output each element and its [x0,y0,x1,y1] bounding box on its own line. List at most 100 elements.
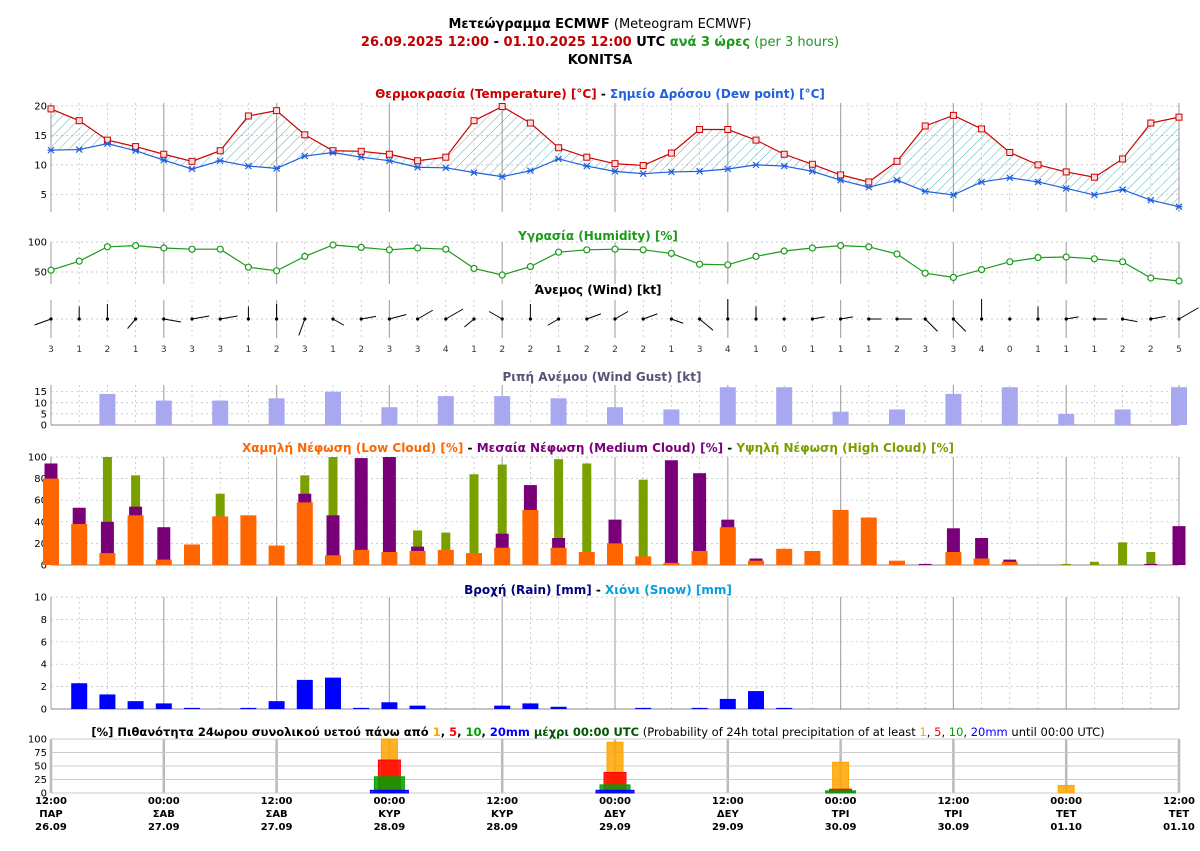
wind-speed-label: 3 [697,345,703,355]
gust-title: Ριπή Ανέμου (Wind Gust) [kt] [503,370,702,384]
gust-bar [776,387,793,425]
x-date-label: 30.09 [825,822,857,833]
humidity-point [188,245,196,253]
wind-station [782,317,786,321]
wind-speed-label: 3 [387,345,393,355]
x-date-label: 28.09 [374,822,406,833]
temp-point [949,111,957,119]
rain-title-snow: Χιόνι (Snow) [mm] [605,583,732,597]
dew-point [865,183,873,191]
low-cloud-bar [466,553,482,565]
x-date-label: 29.09 [599,822,631,833]
humidity-point [667,249,676,257]
x-day-label: ΤΡΙ [832,809,850,820]
dew-point [1119,186,1127,194]
x-time-label: 00:00 [599,796,631,807]
humidity-point [639,246,647,254]
medium-cloud-bar [382,457,396,565]
humidity-point [949,273,958,281]
temp-point [75,117,83,125]
wind-barb [389,313,407,320]
x-time-label: 00:00 [148,796,180,807]
high-cloud-bar [582,463,592,565]
x-time-label: 12:00 [261,796,293,807]
dew-point [752,161,760,169]
dew-point [244,162,252,170]
medium-cloud-bar [326,515,340,565]
low-cloud-bar [832,509,849,565]
high-cloud-bar [497,464,507,565]
rain-bar [99,694,116,709]
gust-ytick: 10 [34,398,47,409]
wind-barb [191,315,210,320]
x-date-label: 28.09 [486,822,518,833]
x-day-label: ΤΕΤ [1169,809,1190,820]
temp-point [1147,119,1155,127]
wind-speed-label: 3 [189,345,195,355]
prob-title-10b: 10 [949,725,964,739]
prob-title: [%] Πιθανότητα 24ωρου συνολικού υετού πά… [91,725,1104,739]
dew-point [555,155,563,163]
wind-barb [1150,315,1166,320]
gust-bar [832,411,849,425]
medium-cloud-bar [975,538,989,565]
low-cloud-bar [1001,561,1018,565]
rain-bar [409,705,426,709]
dew-point [780,162,788,170]
wind-speed-label: 2 [584,345,590,355]
humidity-point [526,263,535,271]
humidity-point [1034,254,1042,262]
gust-bar [1114,409,1131,425]
wind-barb [34,318,52,326]
rain-bar [325,677,341,709]
dew-point [639,170,647,178]
temp-point [808,160,816,168]
wind-station [1008,317,1012,321]
wind-barb [332,318,345,326]
wind-speed-label: 1 [330,345,336,355]
prob-title-b: μέχρι 00:00 UTC [530,725,639,739]
cloud-title-sep1: - [463,441,476,455]
dew-point [385,157,393,165]
low-cloud-bar [353,549,370,565]
rain-bar [748,691,764,709]
gust-bar [1058,413,1075,425]
prob-ytick: 100 [28,735,47,746]
rain-bar [776,707,793,709]
prob-ytick: 25 [34,775,47,786]
prob-bar-p20 [369,789,409,794]
wind-barb [1066,316,1079,320]
dew-point [808,167,816,175]
wind-speed-label: 1 [669,345,675,355]
wind-barb [127,318,136,329]
rain-bar [184,707,200,709]
gust-bar [99,393,116,425]
low-cloud-bar [99,553,116,565]
cloud-ytick: 60 [34,496,47,507]
x-time-label: 12:00 [937,796,969,807]
dew-point [893,176,901,184]
header-title-en: (Meteogram ECMWF) [609,17,752,32]
dew-point [216,157,224,165]
temp-point [752,136,760,144]
low-cloud-bar [607,543,623,565]
low-cloud-bar [719,527,736,565]
prob-ytick: 0 [41,789,47,800]
temp-point [583,153,591,161]
x-date-label: 27.09 [148,822,180,833]
low-cloud-bar [663,562,680,565]
wind-barb [547,318,559,326]
cloud-ytick: 40 [34,517,47,528]
wind-speed-label: 1 [753,345,759,355]
wind-barb [220,315,238,320]
temp-point [724,126,732,134]
gust-bar [1171,387,1187,425]
cloud-ytick: 80 [34,474,47,485]
dew-point [667,168,675,176]
high-cloud-bar [638,479,648,565]
wind-speed-label: 2 [894,345,900,355]
wind-speed-label: 2 [640,345,646,355]
dew-point [724,165,732,173]
wind-speed-label: 1 [246,345,252,355]
temp-point [273,107,281,115]
